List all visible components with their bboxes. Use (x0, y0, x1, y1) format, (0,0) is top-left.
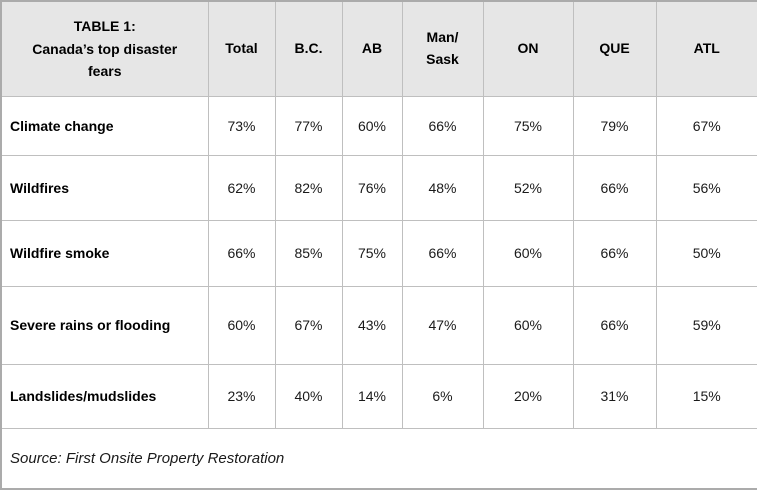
source-row: Source: First Onsite Property Restoratio… (0, 427, 757, 490)
value-cell: 43% (341, 285, 403, 365)
value-cell: 14% (341, 363, 403, 429)
value-cell: 60% (482, 219, 574, 287)
value-cell: 66% (207, 219, 276, 287)
row-label: Severe rains or flooding (0, 285, 209, 365)
value-cell: 66% (572, 219, 657, 287)
value-cell: 73% (207, 95, 276, 156)
value-cell: 67% (655, 95, 757, 156)
value-cell: 56% (655, 154, 757, 221)
value-cell: 75% (341, 219, 403, 287)
value-cell: 75% (482, 95, 574, 156)
value-cell: 79% (572, 95, 657, 156)
value-cell: 66% (572, 285, 657, 365)
column-header-man-sask: Man/ Sask (401, 0, 484, 97)
value-cell: 50% (655, 219, 757, 287)
column-header-que: QUE (572, 0, 657, 97)
column-header-bc: B.C. (274, 0, 343, 97)
column-header-atl: ATL (655, 0, 757, 97)
table-row-climate-change: Climate change 73% 77% 60% 66% 75% 79% 6… (0, 95, 757, 156)
column-header-on: ON (482, 0, 574, 97)
value-cell: 15% (655, 363, 757, 429)
value-cell: 47% (401, 285, 484, 365)
value-cell: 31% (572, 363, 657, 429)
value-cell: 48% (401, 154, 484, 221)
header-row: TABLE 1: Canada’s top disaster fears Tot… (0, 0, 757, 97)
value-cell: 82% (274, 154, 343, 221)
value-cell: 20% (482, 363, 574, 429)
value-cell: 67% (274, 285, 343, 365)
value-cell: 66% (572, 154, 657, 221)
value-cell: 6% (401, 363, 484, 429)
table-row-severe-rains: Severe rains or flooding 60% 67% 43% 47%… (0, 285, 757, 365)
value-cell: 40% (274, 363, 343, 429)
value-cell: 85% (274, 219, 343, 287)
column-header-ab: AB (341, 0, 403, 97)
value-cell: 60% (341, 95, 403, 156)
value-cell: 52% (482, 154, 574, 221)
source-note: Source: First Onsite Property Restoratio… (0, 427, 757, 490)
table-title: TABLE 1: Canada’s top disaster fears (0, 0, 209, 97)
table-row-wildfire-smoke: Wildfire smoke 66% 85% 75% 66% 60% 66% 5… (0, 219, 757, 287)
column-header-total: Total (207, 0, 276, 97)
value-cell: 59% (655, 285, 757, 365)
row-label: Wildfires (0, 154, 209, 221)
value-cell: 76% (341, 154, 403, 221)
value-cell: 60% (207, 285, 276, 365)
value-cell: 77% (274, 95, 343, 156)
row-label: Landslides/mudslides (0, 363, 209, 429)
table-row-wildfires: Wildfires 62% 82% 76% 48% 52% 66% 56% (0, 154, 757, 221)
value-cell: 62% (207, 154, 276, 221)
value-cell: 66% (401, 219, 484, 287)
value-cell: 66% (401, 95, 484, 156)
value-cell: 23% (207, 363, 276, 429)
table-row-landslides: Landslides/mudslides 23% 40% 14% 6% 20% … (0, 363, 757, 429)
row-label: Wildfire smoke (0, 219, 209, 287)
row-label: Climate change (0, 95, 209, 156)
value-cell: 60% (482, 285, 574, 365)
